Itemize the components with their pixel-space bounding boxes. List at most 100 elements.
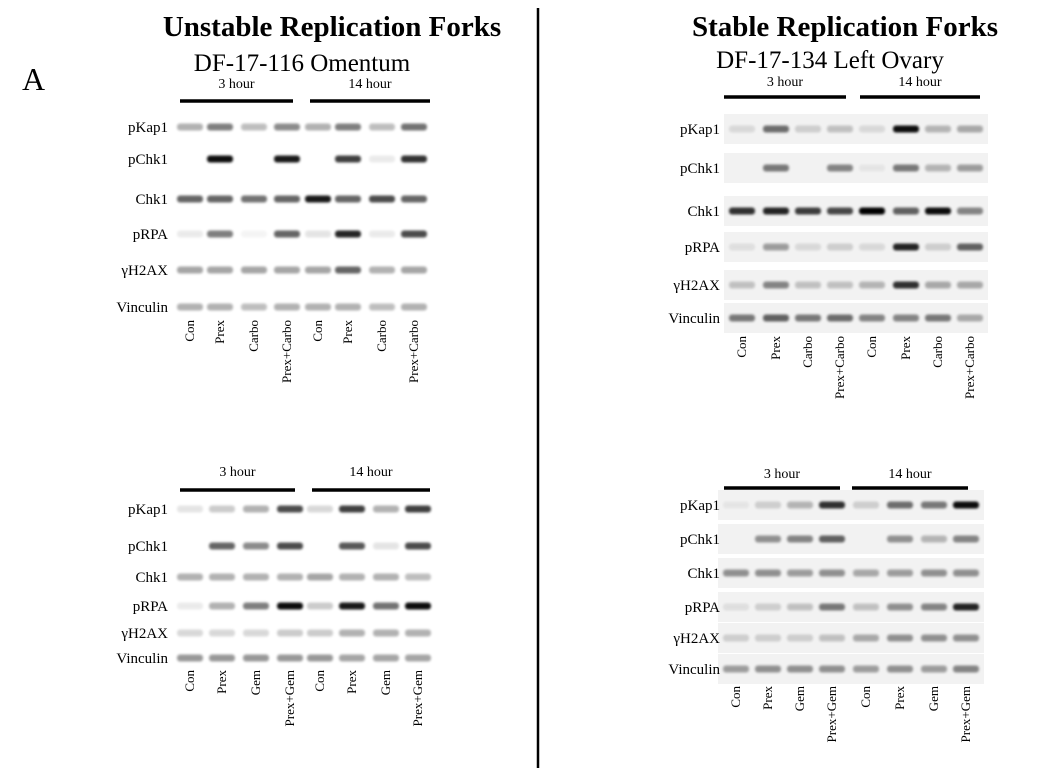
band — [859, 281, 885, 289]
band — [243, 654, 269, 662]
lane-label: Con — [728, 686, 743, 708]
band — [957, 281, 983, 289]
band — [887, 501, 913, 509]
time-label: 3 hour — [767, 75, 804, 90]
title: Stable Replication Forks — [692, 11, 998, 43]
band — [795, 207, 821, 215]
band — [335, 303, 361, 311]
band — [177, 602, 203, 610]
band — [177, 654, 203, 662]
band — [763, 164, 789, 172]
band — [207, 266, 233, 274]
lane-label: Prex+Gem — [410, 670, 425, 726]
row-label: pKap1 — [680, 498, 720, 514]
band — [723, 665, 749, 673]
band — [887, 665, 913, 673]
band — [405, 654, 431, 662]
band — [335, 123, 361, 131]
band — [953, 535, 979, 543]
band — [859, 125, 885, 133]
lane-label: Gem — [378, 670, 393, 695]
band — [401, 123, 427, 131]
band — [827, 243, 853, 251]
band — [755, 665, 781, 673]
subtitle: DF-17-134 Left Ovary — [716, 47, 944, 74]
band — [763, 207, 789, 215]
lane-label: Con — [734, 336, 749, 358]
band — [755, 603, 781, 611]
band — [373, 505, 399, 513]
lane-label: Gem — [926, 686, 941, 711]
band — [893, 164, 919, 172]
lane-label: Con — [312, 670, 327, 692]
band — [819, 634, 845, 642]
row-label: Chk1 — [135, 570, 168, 586]
band — [723, 569, 749, 577]
panel-label: A — [22, 61, 45, 97]
band — [373, 602, 399, 610]
row-label: pKap1 — [128, 120, 168, 136]
band — [819, 569, 845, 577]
lane-label: Prex — [768, 336, 783, 360]
band — [177, 195, 203, 203]
band — [921, 569, 947, 577]
band — [853, 665, 879, 673]
band — [305, 230, 331, 238]
band — [957, 207, 983, 215]
band — [243, 602, 269, 610]
band — [335, 230, 361, 238]
band — [177, 230, 203, 238]
band — [893, 207, 919, 215]
band — [763, 243, 789, 251]
band — [335, 195, 361, 203]
lane-label: Con — [182, 320, 197, 342]
band — [274, 230, 300, 238]
band — [921, 603, 947, 611]
band — [274, 123, 300, 131]
row-label: Vinculin — [668, 662, 720, 678]
lane-label: Con — [310, 320, 325, 342]
band — [274, 266, 300, 274]
lane-label: Carbo — [374, 320, 389, 352]
band — [819, 665, 845, 673]
band — [401, 155, 427, 163]
row-label: pChk1 — [128, 539, 168, 555]
band — [401, 195, 427, 203]
band — [369, 123, 395, 131]
band — [827, 207, 853, 215]
band — [827, 125, 853, 133]
lane-label: Prex+Gem — [958, 686, 973, 742]
band — [827, 164, 853, 172]
band — [277, 602, 303, 610]
row-label: Chk1 — [135, 192, 168, 208]
lane-label: Prex+Carbo — [832, 336, 847, 399]
band — [921, 634, 947, 642]
band — [207, 155, 233, 163]
band — [335, 155, 361, 163]
band — [339, 602, 365, 610]
band — [373, 573, 399, 581]
band — [307, 602, 333, 610]
band — [887, 634, 913, 642]
band — [893, 314, 919, 322]
band — [277, 629, 303, 637]
row-label: pChk1 — [680, 161, 720, 177]
band — [755, 634, 781, 642]
band — [274, 303, 300, 311]
band — [729, 207, 755, 215]
row-label: pRPA — [133, 227, 168, 243]
band — [795, 281, 821, 289]
band — [819, 535, 845, 543]
band — [827, 281, 853, 289]
band — [921, 665, 947, 673]
band — [925, 125, 951, 133]
time-label: 14 hour — [898, 75, 942, 90]
row-label: Vinculin — [116, 651, 168, 667]
band — [787, 665, 813, 673]
band — [335, 266, 361, 274]
band — [763, 125, 789, 133]
row-label: pRPA — [133, 599, 168, 615]
band — [177, 505, 203, 513]
band — [853, 501, 879, 509]
